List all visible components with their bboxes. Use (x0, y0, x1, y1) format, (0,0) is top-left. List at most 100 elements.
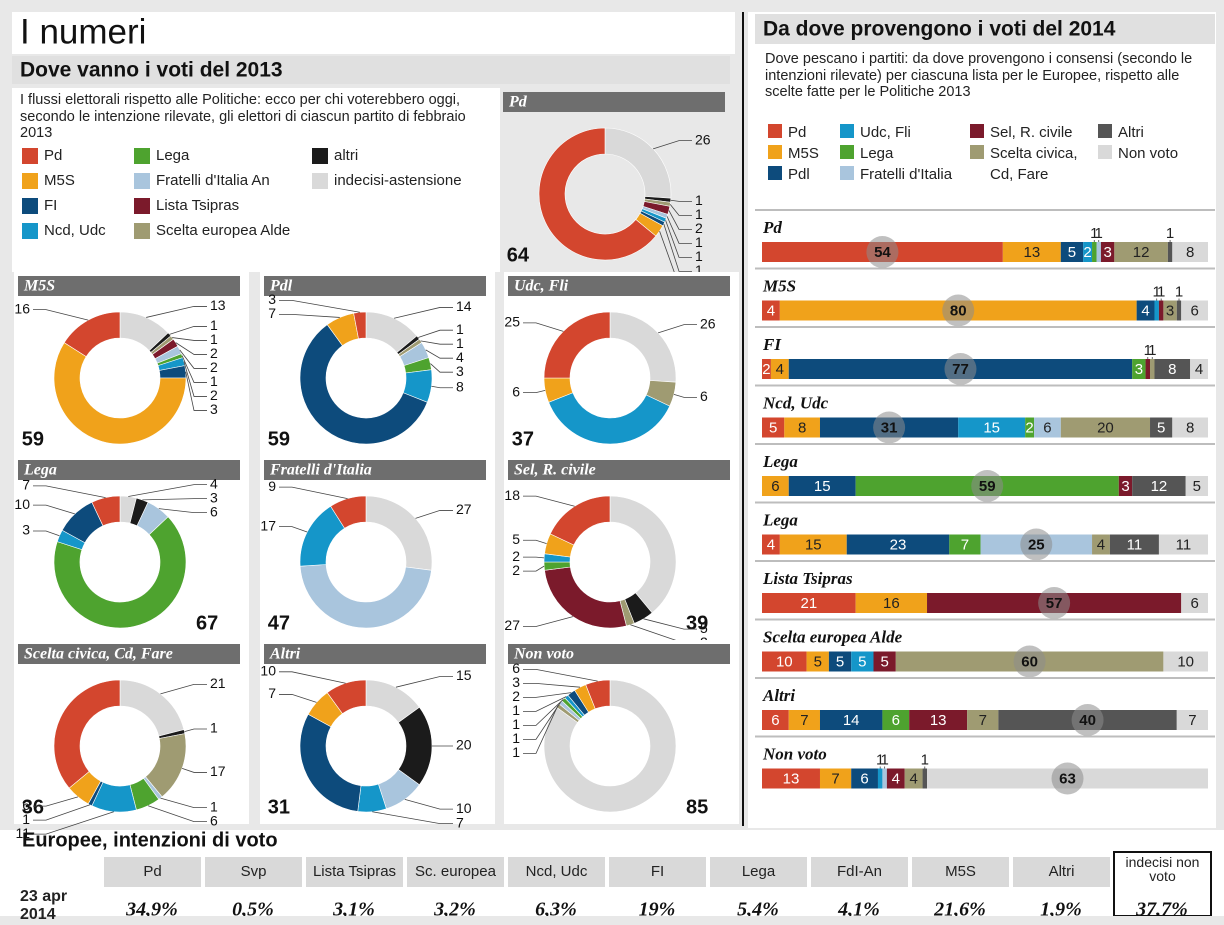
slice-label: 59 (268, 428, 290, 450)
bar-value: 2 (1083, 244, 1091, 261)
left-header-bg (12, 56, 730, 84)
legend-label: Pd (44, 147, 62, 164)
slice-label: 1 (456, 321, 464, 337)
bar-value: 1 (1157, 283, 1165, 300)
bar-value: 1 (880, 751, 888, 768)
bar-value: 3 (1121, 478, 1129, 495)
bar-value: 4 (909, 770, 917, 787)
bar-segment (762, 534, 780, 555)
bar-segment (949, 534, 981, 555)
bar-value: 8 (1186, 244, 1194, 261)
highlight-circle (1013, 645, 1046, 678)
legend-label: Pd (788, 124, 807, 141)
bar-segment (1158, 534, 1208, 555)
slice-label: 64 (507, 244, 530, 266)
header-cell (205, 857, 302, 887)
bar-value: 5 (836, 653, 844, 670)
bar-value: 1 (921, 751, 929, 768)
legend-swatch (22, 148, 38, 164)
bar-segment (1092, 534, 1110, 555)
bar-value: 6 (1190, 595, 1198, 612)
bar-value: 5 (769, 419, 777, 436)
cell-title: Pd (508, 94, 528, 111)
slice-label: 2 (512, 562, 520, 578)
table-value: 19% (639, 899, 676, 916)
legend-box (12, 88, 500, 272)
cell-header (264, 644, 486, 664)
bar-segment (1150, 359, 1155, 379)
slice-label: 1 (512, 702, 520, 718)
leader-line (523, 322, 564, 332)
bar-segment (762, 710, 789, 730)
slice-label: 18 (504, 487, 520, 503)
leader-line (523, 565, 545, 572)
bar-value: 4 (776, 361, 784, 378)
slice-label: 3 (512, 674, 520, 690)
slice-label: 10 (260, 663, 276, 679)
leader-line (175, 342, 207, 355)
bar-value: 2 (1025, 419, 1033, 436)
cell-header (508, 644, 730, 664)
legend-label: Lega (860, 145, 894, 162)
bar-value: 16 (883, 595, 900, 612)
slice-label: 13 (210, 297, 226, 313)
highlight-circle (1020, 528, 1053, 561)
column-header: M5S (945, 863, 976, 880)
legend-swatch (22, 198, 38, 214)
slice-label: 14 (456, 298, 472, 314)
cell-header (18, 460, 240, 480)
cell-header (18, 644, 240, 664)
legend-swatch (970, 124, 984, 138)
slice-label: 10 (456, 800, 472, 816)
bar-segment (1132, 359, 1146, 379)
donut-slice (63, 311, 121, 357)
left-subtitle: I flussi elettorali rispetto alle Politi… (20, 92, 466, 142)
bar-value: 4 (767, 536, 775, 553)
table-value: 0,5% (232, 899, 274, 916)
bar-value: 23 (890, 536, 907, 553)
bar-segment (1060, 242, 1084, 262)
leader-line (128, 484, 207, 497)
leader-line (523, 616, 574, 627)
legend-label: indecisi-astensione (334, 172, 462, 189)
bar-segment (958, 417, 1026, 438)
leader-line (184, 728, 207, 732)
bar-segment (1002, 242, 1061, 262)
slice-label: 7 (456, 814, 464, 830)
legend-swatch (768, 166, 782, 180)
leader-line (158, 508, 207, 514)
bar-segment (819, 710, 883, 730)
bar-segment (1132, 476, 1186, 496)
bar-value: 6 (860, 770, 868, 787)
bar-value: 4 (892, 770, 900, 787)
table-value: 3,1% (332, 899, 375, 916)
table-value: 6,3% (535, 899, 577, 916)
header-cell (811, 857, 908, 887)
bar-segment (762, 417, 785, 438)
slice-label: 26 (700, 315, 716, 331)
highlight-circle (866, 236, 899, 268)
slice-label: 67 (196, 612, 218, 634)
slice-label: 2 (695, 220, 703, 236)
left-title: Dove vanno i voti del 2013 (20, 59, 283, 82)
bar-value: 7 (800, 712, 808, 729)
leader-line (523, 389, 546, 394)
bar-segment (1158, 300, 1164, 321)
slice-label: 27 (504, 617, 520, 633)
bar-value: 4 (1097, 536, 1105, 553)
bar-value: 4 (1141, 302, 1149, 319)
cell-title: Altri (269, 646, 301, 663)
bar-segment (967, 710, 999, 730)
bar-segment (1185, 476, 1208, 496)
donut-slice (299, 564, 432, 629)
leader-line (279, 486, 348, 500)
bar-segment (873, 651, 896, 672)
bar-segment (770, 359, 789, 379)
leader-line (33, 504, 75, 515)
bar-segment (855, 593, 928, 613)
slice-label: 3 (268, 291, 276, 307)
bar-segment (1181, 593, 1208, 613)
bar-segment (762, 300, 780, 321)
leader-line (33, 309, 89, 321)
bar-value: 57 (1046, 595, 1063, 612)
